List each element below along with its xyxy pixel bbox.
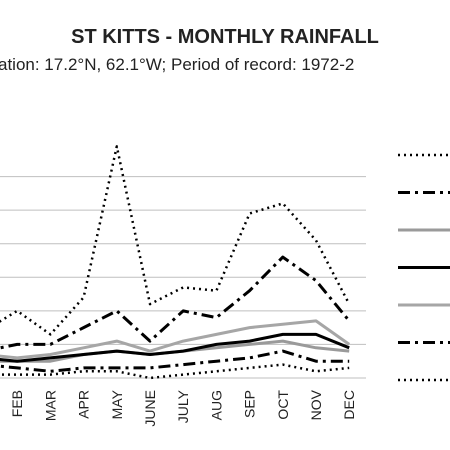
x-tick-label: NOV — [308, 389, 324, 420]
x-tick-label: SEP — [242, 390, 258, 418]
chart-subtitle: ation: 17.2°N, 62.1°W; Period of record:… — [0, 55, 354, 74]
x-tick-label: JULY — [175, 389, 191, 423]
x-tick-label: APR — [76, 390, 92, 419]
series-line — [0, 363, 350, 380]
chart-title: ST KITTS - MONTHLY RAINFALL — [71, 26, 379, 48]
x-tick-label: JUNE — [142, 390, 158, 427]
x-tick-label: OCT — [275, 390, 291, 420]
x-tick-label: FEB — [9, 390, 25, 417]
x-tick-label: DEC — [341, 390, 357, 420]
series-line — [0, 332, 350, 363]
x-tick-label: MAR — [42, 390, 58, 421]
series-line — [0, 255, 351, 350]
x-tick-label: MAY — [109, 389, 125, 419]
series-line — [0, 145, 351, 336]
series-line — [0, 319, 351, 360]
x-tick-label: AUG — [208, 390, 224, 420]
series-line — [0, 349, 350, 373]
